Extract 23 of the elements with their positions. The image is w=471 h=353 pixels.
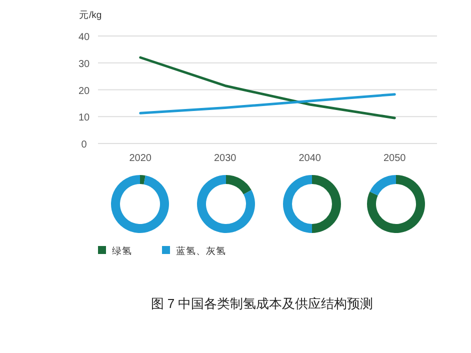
y-tick-label: 0 [81, 140, 88, 150]
line-series [139, 56, 396, 120]
y-tick-label: 20 [78, 86, 90, 97]
x-tick-label: 2040 [298, 153, 322, 164]
y-tick-label: 40 [78, 32, 90, 43]
donut-slice [370, 175, 396, 196]
x-tick-label: 2030 [214, 153, 237, 164]
donut-slice [111, 175, 169, 233]
y-tick-label: 30 [78, 58, 90, 70]
donut-slice [283, 175, 312, 233]
donut-slice [140, 175, 146, 184]
legend-label: 绿氢 [112, 246, 132, 257]
y-axis-title: 元/kg [79, 10, 102, 21]
line-series [139, 93, 396, 114]
text: 图 7 中国各类制氢成本及供应结构预测 [150, 296, 374, 311]
y-tick-label: 10 [78, 112, 90, 124]
x-tick-label: 2020 [129, 153, 152, 164]
donut-slice [312, 175, 341, 233]
donut-slice [367, 175, 425, 233]
donut-slice [226, 175, 252, 194]
donut-slice [197, 175, 255, 233]
x-tick-label: 2050 [384, 153, 406, 164]
legend-label: 蓝氢、灰氢 [176, 245, 226, 257]
